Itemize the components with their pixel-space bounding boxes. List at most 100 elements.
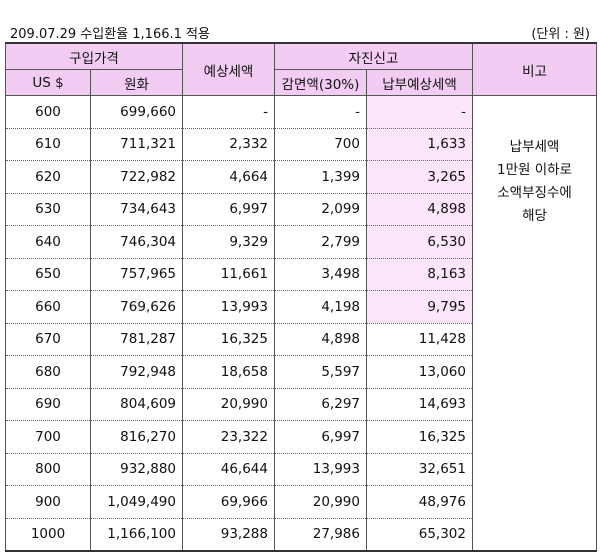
expected-tax-cell: -: [182, 95, 275, 129]
expected-tax-cell: 69,966: [182, 485, 275, 519]
krw-cell: 1,049,490: [90, 485, 183, 519]
table-row: 630 734,643 6,997 2,099 4,898: [5, 193, 597, 226]
krw-cell: 699,660: [90, 95, 183, 129]
purchase-price-header: 구입가격: [5, 42, 183, 70]
usd-header: US $: [5, 69, 91, 96]
krw-cell: 769,626: [90, 290, 183, 324]
usd-cell: 1000: [5, 518, 91, 552]
payment-cell: 11,428: [366, 323, 473, 356]
reduction-cell: 1,399: [274, 160, 367, 194]
krw-cell: 932,880: [90, 453, 183, 486]
expected-tax-header: 예상세액: [182, 42, 275, 96]
table-row: 680 792,948 18,658 5,597 13,060: [5, 355, 597, 389]
table-row: 610 711,321 2,332 700 1,633: [5, 128, 597, 161]
self-report-header: 자진신고: [274, 42, 473, 70]
krw-cell: 711,321: [90, 128, 183, 161]
table-row: 640 746,304 9,329 2,799 6,530: [5, 225, 597, 259]
krw-cell: 781,287: [90, 323, 183, 356]
payment-cell: 48,976: [366, 485, 473, 519]
payment-cell: 1,633: [366, 128, 473, 161]
krw-cell: 734,643: [90, 193, 183, 226]
usd-cell: 640: [5, 225, 91, 259]
expected-tax-cell: 18,658: [182, 355, 275, 389]
usd-cell: 660: [5, 290, 91, 324]
expected-tax-cell: 2,332: [182, 128, 275, 161]
expected-tax-cell: 93,288: [182, 518, 275, 552]
krw-cell: 1,166,100: [90, 518, 183, 552]
usd-cell: 650: [5, 258, 91, 291]
expected-tax-cell: 11,661: [182, 258, 275, 291]
expected-tax-cell: 9,329: [182, 225, 275, 259]
krw-cell: 804,609: [90, 388, 183, 421]
usd-cell: 700: [5, 420, 91, 454]
usd-cell: 630: [5, 193, 91, 226]
krw-cell: 816,270: [90, 420, 183, 454]
table-row: 800 932,880 46,644 13,993 32,651: [5, 453, 597, 486]
reduction-cell: 13,993: [274, 453, 367, 486]
reduction-cell: 2,099: [274, 193, 367, 226]
usd-cell: 800: [5, 453, 91, 486]
table-row: 670 781,287 16,325 4,898 11,428: [5, 323, 597, 356]
expected-tax-cell: 13,993: [182, 290, 275, 324]
usd-cell: 620: [5, 160, 91, 194]
reduction-cell: 27,986: [274, 518, 367, 552]
table-body: 600 699,660- - - 납부세액 1만원 이하로 소액부징수에 해당 610 711,3…: [5, 95, 597, 552]
table-row: 690 804,609 20,990 6,297 14,693: [5, 388, 597, 421]
krw-cell: 722,982: [90, 160, 183, 194]
krw-cell: 792,948: [90, 355, 183, 389]
reduction-cell: 4,898: [274, 323, 367, 356]
table-row: 700 816,270 23,322 6,997 16,325: [5, 420, 597, 454]
usd-cell: 680: [5, 355, 91, 389]
document-page: 209.07.29 수입환율 1,166.1 적용 (단위 : 원) 구입가격 …: [5, 27, 597, 552]
payment-cell: 32,651: [366, 453, 473, 486]
usd-cell: 600: [5, 95, 91, 129]
payment-expected-header: 납부예상세액: [366, 69, 473, 96]
payment-cell: 16,325: [366, 420, 473, 454]
expected-tax-cell: 4,664: [182, 160, 275, 194]
payment-cell: 9,795: [366, 290, 473, 324]
reduction-cell: -: [274, 95, 367, 129]
krw-cell: 746,304: [90, 225, 183, 259]
usd-cell: 670: [5, 323, 91, 356]
payment-cell: 14,693: [366, 388, 473, 421]
reduction-cell: 5,597: [274, 355, 367, 389]
payment-cell: 13,060: [366, 355, 473, 389]
remarks-note-line: 1만원 이하로: [497, 162, 572, 178]
remarks-note-line: 해당: [522, 208, 547, 224]
reduction-cell: 6,297: [274, 388, 367, 421]
usd-cell: 610: [5, 128, 91, 161]
remarks-header: 비고: [472, 42, 597, 96]
unit-text: (단위 : 원): [531, 27, 590, 42]
usd-cell: 900: [5, 485, 91, 519]
krw-cell: 757,965: [90, 258, 183, 291]
reduction-cell: 4,198: [274, 290, 367, 324]
tax-table: 구입가격 예상세액 자진신고 비고 US $ 원화 감면액(30%) 납부예상세…: [5, 42, 597, 552]
expected-tax-cell: 46,644: [182, 453, 275, 486]
reduction-cell: 700: [274, 128, 367, 161]
exchange-rate-text: 209.07.29 수입환율 1,166.1 적용: [10, 27, 210, 42]
expected-tax-cell: 16,325: [182, 323, 275, 356]
krw-header: 원화: [90, 69, 183, 96]
table-row: 620 722,982 4,664 1,399 3,265: [5, 160, 597, 194]
payment-cell: 65,302: [366, 518, 473, 552]
table-row: 650 757,965 11,661 3,498 8,163: [5, 258, 597, 291]
reduction-cell: 2,799: [274, 225, 367, 259]
payment-cell: 3,265: [366, 160, 473, 194]
payment-cell: 8,163: [366, 258, 473, 291]
table-row: 900 1,049,490 69,966 20,990 48,976: [5, 485, 597, 519]
expected-tax-cell: 23,322: [182, 420, 275, 454]
usd-cell: 690: [5, 388, 91, 421]
table-row: 600 699,660- - - 납부세액 1만원 이하로 소액부징수에 해당: [5, 95, 597, 552]
reduction-header: 감면액(30%): [274, 69, 367, 96]
table-row: 660 769,626 13,993 4,198 9,795: [5, 290, 597, 324]
reduction-cell: 3,498: [274, 258, 367, 291]
remarks-note-line: 납부세액: [509, 139, 560, 155]
remarks-note-line: 소액부징수에: [497, 185, 572, 201]
reduction-cell: 6,997: [274, 420, 367, 454]
payment-cell: -: [366, 95, 473, 129]
expected-tax-cell: 6,997: [182, 193, 275, 226]
payment-cell: 4,898: [366, 193, 473, 226]
payment-cell: 6,530: [366, 225, 473, 259]
reduction-cell: 20,990: [274, 485, 367, 519]
